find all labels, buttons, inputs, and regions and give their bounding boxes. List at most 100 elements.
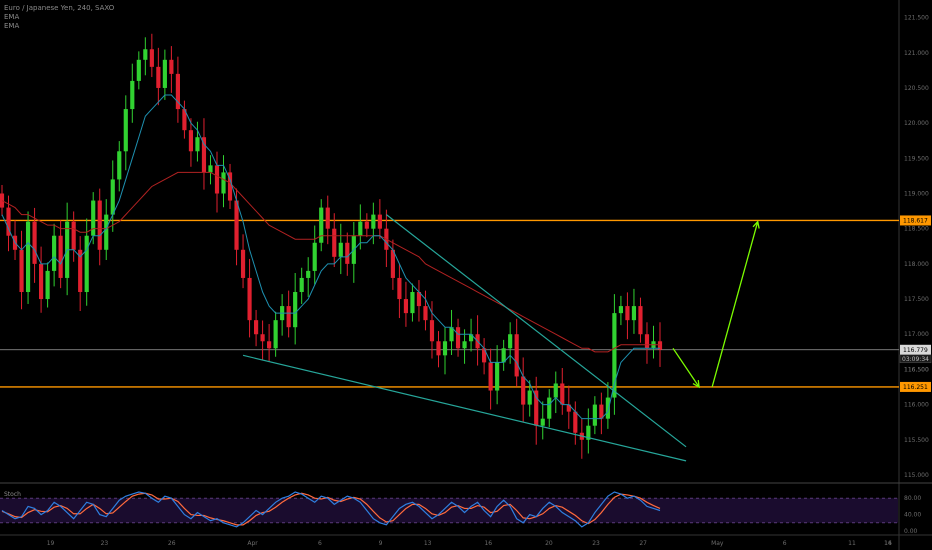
candle-body[interactable] [143, 49, 148, 60]
candle-body[interactable] [410, 292, 415, 314]
candle-body[interactable] [631, 306, 637, 321]
candle-body[interactable] [657, 341, 663, 350]
candle-body[interactable] [58, 235, 63, 278]
candle-body[interactable] [267, 341, 272, 349]
candle-body[interactable] [547, 397, 552, 419]
candle-body[interactable] [97, 200, 102, 250]
candle-body[interactable] [638, 306, 643, 335]
candle-body[interactable] [169, 59, 174, 74]
candle-body[interactable] [19, 249, 24, 293]
candle-body[interactable] [501, 348, 506, 363]
candle-body[interactable] [299, 277, 304, 293]
candle-body[interactable] [592, 404, 597, 426]
candle-body[interactable] [306, 270, 311, 278]
candle-body[interactable] [91, 200, 96, 236]
candle-body[interactable] [618, 306, 624, 314]
candle-body[interactable] [514, 334, 519, 377]
candle-body[interactable] [449, 327, 454, 342]
candle-body[interactable] [573, 411, 578, 433]
candle-body[interactable] [39, 263, 44, 300]
projection-arrow-1[interactable] [711, 221, 759, 388]
candle-body[interactable] [247, 277, 252, 321]
candle-body[interactable] [462, 341, 467, 349]
candle-body[interactable] [540, 418, 545, 426]
candle-body[interactable] [201, 137, 207, 173]
candle-body[interactable] [214, 165, 220, 194]
candle-body[interactable] [527, 390, 532, 405]
candle-body[interactable] [429, 320, 435, 342]
stoch-label[interactable]: Stoch [4, 491, 21, 498]
candle-body[interactable] [488, 362, 493, 391]
candle-body[interactable] [423, 306, 428, 321]
candle-body[interactable] [644, 334, 650, 349]
candle-body[interactable] [377, 214, 382, 229]
candle-body[interactable] [508, 334, 513, 349]
candle-body[interactable] [32, 221, 37, 264]
candle-body[interactable] [605, 397, 610, 419]
candle-body[interactable] [625, 306, 630, 321]
candle-body[interactable] [534, 390, 539, 426]
candle-body[interactable] [84, 235, 89, 293]
candle-body[interactable] [188, 130, 194, 152]
candle-body[interactable] [104, 214, 109, 250]
candle-body[interactable] [195, 137, 200, 152]
candle-body[interactable] [521, 376, 526, 405]
candle-body[interactable] [319, 207, 324, 243]
candle-body[interactable] [123, 109, 128, 152]
candle-body[interactable] [156, 66, 161, 88]
candle-body[interactable] [455, 327, 461, 349]
candle-body[interactable] [403, 299, 409, 314]
candle-body[interactable] [136, 59, 141, 81]
candle-body[interactable] [553, 383, 558, 398]
candle-body[interactable] [364, 221, 369, 229]
candle-body[interactable] [416, 292, 422, 307]
candle-body[interactable] [253, 320, 259, 335]
candle-body[interactable] [345, 242, 350, 264]
trendline-upper-channel[interactable] [386, 214, 687, 448]
candle-body[interactable] [566, 404, 571, 412]
candle-body[interactable] [599, 404, 604, 419]
candle-body[interactable] [182, 109, 187, 131]
candle-body[interactable] [260, 334, 265, 342]
candle-body[interactable] [325, 207, 330, 229]
candle-body[interactable] [442, 341, 448, 356]
projection-arrow-0[interactable] [672, 347, 700, 388]
candle-body[interactable] [117, 151, 122, 180]
candle-body[interactable] [560, 383, 565, 405]
candle-body[interactable] [208, 165, 213, 173]
candle-body[interactable] [240, 249, 246, 278]
trendline-lower-channel[interactable] [242, 354, 687, 462]
candle-body[interactable] [234, 200, 239, 250]
candle-body[interactable] [397, 277, 402, 300]
candle-body[interactable] [78, 249, 83, 293]
candle-body[interactable] [390, 249, 395, 278]
candle-body[interactable] [371, 214, 376, 229]
ema-indicator-label-1[interactable]: EMA [4, 13, 20, 21]
candle-body[interactable] [293, 292, 298, 328]
candle-body[interactable] [436, 341, 441, 356]
candle-body[interactable] [338, 242, 343, 257]
candle-body[interactable] [71, 221, 76, 250]
candle-body[interactable] [332, 228, 337, 257]
candle-body[interactable] [495, 362, 500, 391]
candle-body[interactable] [612, 313, 617, 398]
ema-indicator-label-2[interactable]: EMA [4, 22, 20, 30]
candle-body[interactable] [468, 334, 474, 342]
candle-body[interactable] [25, 221, 31, 293]
candle-body[interactable] [273, 320, 278, 349]
candle-body[interactable] [312, 242, 317, 271]
candle-body[interactable] [286, 306, 291, 328]
symbol-title[interactable]: Euro / Japanese Yen, 240, SAXO [4, 4, 115, 12]
candle-body[interactable] [149, 49, 154, 67]
candle-body[interactable] [227, 172, 233, 201]
candle-body[interactable] [175, 73, 180, 110]
candle-body[interactable] [162, 59, 167, 88]
candle-body[interactable] [52, 235, 57, 271]
candle-body[interactable] [110, 179, 115, 215]
candle-body[interactable] [221, 172, 226, 194]
candle-body[interactable] [130, 80, 135, 110]
candle-body[interactable] [45, 270, 50, 300]
candle-body[interactable] [586, 425, 591, 440]
candle-body[interactable] [358, 221, 363, 236]
